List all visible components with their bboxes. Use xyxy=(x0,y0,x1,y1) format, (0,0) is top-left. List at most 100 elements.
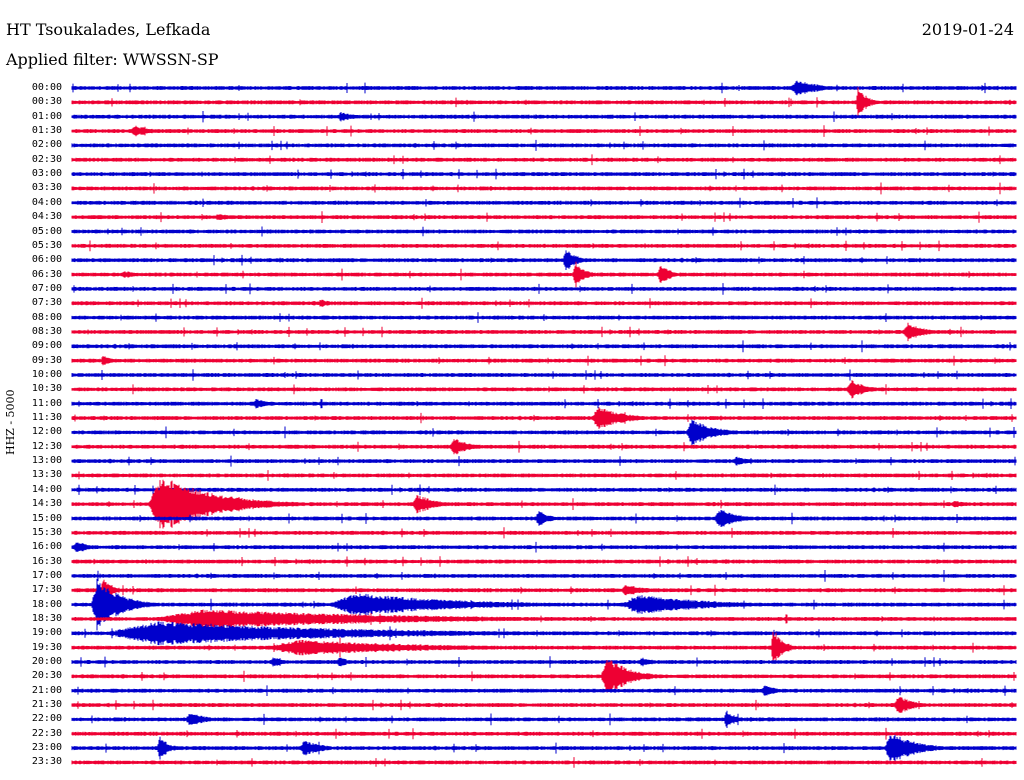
trace-line xyxy=(71,579,1017,601)
station-title: HT Tsoukalades, Lefkada xyxy=(6,20,211,39)
trace-line xyxy=(71,419,1017,445)
trace-line xyxy=(71,369,1017,381)
time-label: 04:00 xyxy=(31,196,62,208)
trace-line xyxy=(71,727,1017,740)
trace-line xyxy=(71,261,1017,288)
time-label: 14:30 xyxy=(31,498,62,510)
time-label: 10:30 xyxy=(31,383,62,395)
trace-line xyxy=(71,710,1017,728)
trace-line xyxy=(71,87,1017,118)
trace-line xyxy=(71,80,1017,96)
time-label: 08:30 xyxy=(31,325,62,337)
trace-line xyxy=(71,226,1017,237)
time-label: 01:00 xyxy=(31,110,62,122)
trace-line xyxy=(71,455,1017,467)
time-label: 12:30 xyxy=(31,440,62,452)
trace-line xyxy=(71,656,1017,668)
trace-line xyxy=(71,685,1017,696)
time-label: 03:00 xyxy=(31,168,62,180)
filter-label: Applied filter: WWSSN-SP xyxy=(6,50,219,69)
trace-line xyxy=(71,570,1017,582)
time-label: 04:30 xyxy=(31,211,62,223)
trace-line xyxy=(71,211,1017,223)
time-label: 02:30 xyxy=(31,153,62,165)
time-label: 07:30 xyxy=(31,297,62,309)
trace-line xyxy=(71,479,1017,529)
time-label: 09:00 xyxy=(31,340,62,352)
time-label: 22:30 xyxy=(31,727,62,739)
time-label: 03:30 xyxy=(31,182,62,194)
time-label: 15:30 xyxy=(31,526,62,538)
trace-line xyxy=(71,697,1017,713)
time-label: 11:30 xyxy=(31,412,62,424)
time-label: 18:00 xyxy=(31,598,62,610)
trace-line xyxy=(71,111,1017,123)
trace-line xyxy=(71,734,1017,762)
time-label: 08:00 xyxy=(31,311,62,323)
trace-line xyxy=(71,578,1017,631)
trace-line xyxy=(71,541,1017,553)
time-label: 00:00 xyxy=(31,82,62,93)
trace-line xyxy=(71,312,1017,323)
time-label: 05:00 xyxy=(31,225,62,237)
time-label: 20:30 xyxy=(31,670,62,682)
time-label: 22:00 xyxy=(31,713,62,725)
trace-line xyxy=(71,407,1017,429)
time-label: 19:00 xyxy=(31,627,62,639)
time-label: 16:00 xyxy=(31,541,62,553)
time-label: 06:00 xyxy=(31,254,62,266)
time-label: 02:00 xyxy=(31,139,62,151)
trace-line xyxy=(71,439,1017,455)
trace-line xyxy=(71,125,1017,137)
trace-line xyxy=(71,322,1017,342)
trace-line xyxy=(71,527,1017,539)
time-label: 19:30 xyxy=(31,641,62,653)
trace-line xyxy=(71,631,1017,664)
time-label: 09:30 xyxy=(31,354,62,366)
time-label: 13:00 xyxy=(31,455,62,467)
time-label: 23:30 xyxy=(31,756,62,768)
trace-line xyxy=(71,609,1017,629)
time-label: 07:00 xyxy=(31,282,62,294)
date-label: 2019-01-24 xyxy=(921,20,1014,39)
trace-line xyxy=(71,197,1017,209)
time-label: 12:00 xyxy=(31,426,62,438)
time-label: 17:00 xyxy=(31,569,62,581)
trace-line xyxy=(71,182,1017,195)
trace-line xyxy=(71,240,1017,252)
trace-line xyxy=(71,355,1017,367)
time-label: 17:30 xyxy=(31,584,62,596)
time-label: 00:30 xyxy=(31,96,62,108)
trace-line xyxy=(71,484,1017,496)
trace-line xyxy=(71,154,1017,166)
time-label: 23:00 xyxy=(31,742,62,754)
time-label: 06:30 xyxy=(31,268,62,280)
trace-line xyxy=(71,250,1017,270)
time-label: 01:30 xyxy=(31,125,62,137)
trace-line xyxy=(71,621,1017,646)
trace-line xyxy=(71,168,1017,180)
time-label: 15:00 xyxy=(31,512,62,524)
time-label: 21:30 xyxy=(31,699,62,711)
trace-line xyxy=(71,660,1017,693)
trace-line xyxy=(71,139,1017,151)
time-labels: 00:00 00:30 01:00 01:30 02:00 02:30 03:00 03:30… xyxy=(0,0,68,780)
time-label: 10:00 xyxy=(31,369,62,380)
time-label: 18:30 xyxy=(31,612,62,624)
trace-line xyxy=(71,340,1017,353)
time-label: 05:30 xyxy=(31,239,62,251)
trace-line xyxy=(71,556,1017,567)
trace-line xyxy=(71,470,1017,481)
trace-line xyxy=(71,283,1017,295)
trace-line xyxy=(71,757,1017,768)
trace-line xyxy=(71,380,1017,399)
trace-line xyxy=(71,510,1017,527)
trace-line xyxy=(71,398,1017,409)
trace-line xyxy=(71,297,1017,309)
time-label: 13:30 xyxy=(31,469,62,481)
time-label: 20:00 xyxy=(31,656,62,667)
time-label: 21:00 xyxy=(31,684,62,696)
time-label: 14:00 xyxy=(31,483,62,495)
time-label: 11:00 xyxy=(31,397,62,409)
